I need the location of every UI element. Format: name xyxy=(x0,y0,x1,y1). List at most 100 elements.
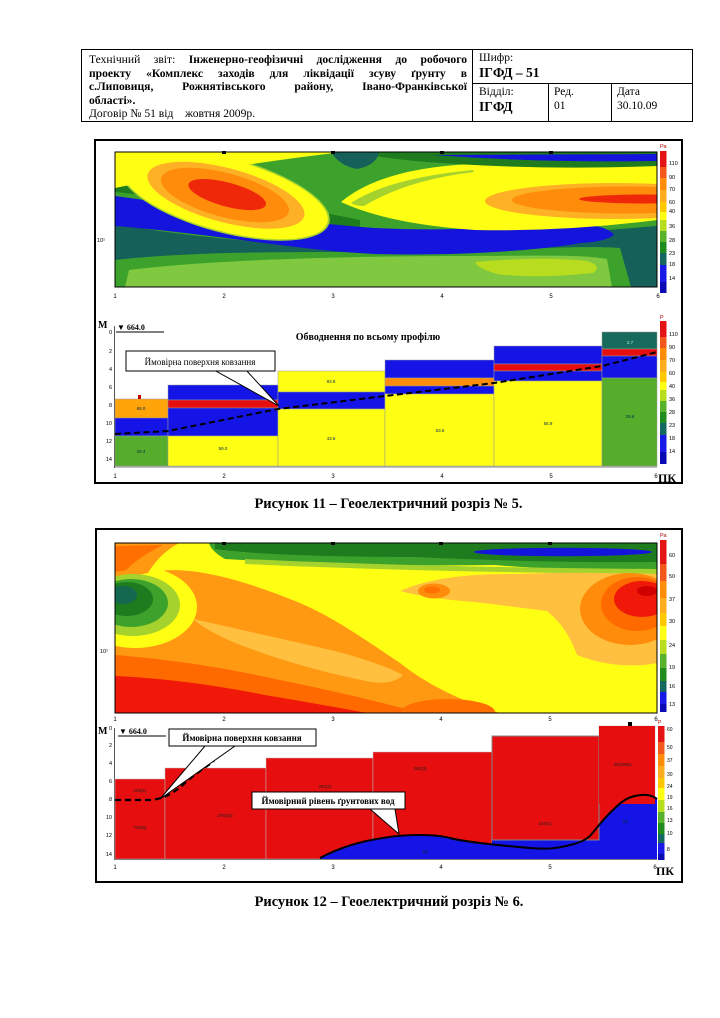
svg-text:10¹: 10¹ xyxy=(100,649,108,655)
svg-text:2: 2 xyxy=(222,717,226,723)
svg-text:3: 3 xyxy=(331,294,335,300)
svg-text:23: 23 xyxy=(669,251,675,257)
svg-text:Ра: Ра xyxy=(660,533,667,539)
svg-text:14: 14 xyxy=(669,276,675,282)
svg-text:18: 18 xyxy=(669,436,675,442)
svg-text:4: 4 xyxy=(439,717,443,723)
svg-text:6: 6 xyxy=(109,385,112,391)
svg-text:▼ 664.0: ▼ 664.0 xyxy=(117,323,145,332)
svg-text:60: 60 xyxy=(669,371,675,377)
svg-text:4: 4 xyxy=(109,761,112,767)
svg-text:2: 2 xyxy=(222,294,226,300)
svg-text:13: 13 xyxy=(669,702,675,708)
svg-text:30: 30 xyxy=(669,619,675,625)
svg-text:110: 110 xyxy=(669,332,678,338)
svg-text:16: 16 xyxy=(667,806,673,812)
svg-text:4: 4 xyxy=(440,294,444,300)
svg-text:16: 16 xyxy=(422,849,428,854)
svg-text:53.6: 53.6 xyxy=(436,428,445,433)
svg-text:12: 12 xyxy=(106,439,112,445)
svg-text:М: М xyxy=(98,726,108,737)
svg-text:28: 28 xyxy=(669,238,675,244)
svg-text:70: 70 xyxy=(669,187,675,193)
svg-text:65.0: 65.0 xyxy=(137,406,146,411)
svg-text:1: 1 xyxy=(113,294,117,300)
svg-text:90: 90 xyxy=(669,345,675,351)
svg-text:70: 70 xyxy=(669,358,675,364)
svg-text:292(2): 292(2) xyxy=(318,784,332,789)
svg-text:5: 5 xyxy=(548,717,552,723)
svg-text:90: 90 xyxy=(669,175,675,181)
svg-text:37: 37 xyxy=(667,758,673,764)
svg-text:60: 60 xyxy=(669,200,675,206)
svg-text:29.6: 29.6 xyxy=(626,414,635,419)
svg-text:2: 2 xyxy=(222,865,226,871)
svg-text:8: 8 xyxy=(109,797,112,803)
svg-text:3: 3 xyxy=(331,717,335,723)
svg-text:0: 0 xyxy=(109,330,112,336)
svg-text:2: 2 xyxy=(109,349,112,355)
svg-text:Обводнення по всьому профілю: Обводнення по всьому профілю xyxy=(296,332,441,343)
svg-text:110: 110 xyxy=(669,161,678,167)
svg-text:Ймовірна поверхня ковзання: Ймовірна поверхня ковзання xyxy=(145,357,256,367)
svg-text:16: 16 xyxy=(669,684,675,690)
svg-text:10: 10 xyxy=(106,421,112,427)
svg-text:37: 37 xyxy=(669,597,675,603)
svg-text:Р: Р xyxy=(660,315,664,321)
svg-text:50: 50 xyxy=(667,745,673,751)
svg-text:59.0: 59.0 xyxy=(219,446,228,451)
svg-text:28: 28 xyxy=(669,410,675,416)
svg-text:▼ 664.0: ▼ 664.0 xyxy=(119,727,147,736)
svg-text:19: 19 xyxy=(622,819,628,824)
svg-text:93.8: 93.8 xyxy=(327,379,336,384)
svg-text:43.8: 43.8 xyxy=(327,436,336,441)
svg-text:30: 30 xyxy=(667,772,673,778)
svg-text:10: 10 xyxy=(667,831,673,837)
svg-text:1: 1 xyxy=(113,717,117,723)
svg-text:90(295)1: 90(295)1 xyxy=(614,762,633,767)
svg-text:4: 4 xyxy=(439,865,443,871)
svg-text:12: 12 xyxy=(106,833,112,839)
svg-text:2: 2 xyxy=(222,474,226,480)
svg-text:13: 13 xyxy=(667,818,673,824)
svg-text:192(1): 192(1) xyxy=(133,788,147,793)
svg-text:292(3): 292(3) xyxy=(413,766,427,771)
svg-text:14: 14 xyxy=(106,457,112,463)
svg-text:ПК: ПК xyxy=(656,864,674,878)
svg-text:3: 3 xyxy=(331,474,335,480)
svg-text:5: 5 xyxy=(549,474,553,480)
svg-text:24: 24 xyxy=(667,784,673,790)
svg-text:746(5): 746(5) xyxy=(133,825,147,830)
svg-text:3: 3 xyxy=(331,865,335,871)
svg-text:Р: Р xyxy=(658,720,662,726)
svg-text:4: 4 xyxy=(109,367,112,373)
svg-text:60: 60 xyxy=(669,553,675,559)
svg-text:5: 5 xyxy=(548,865,552,871)
svg-text:8: 8 xyxy=(109,403,112,409)
svg-text:8: 8 xyxy=(667,847,670,853)
svg-text:14: 14 xyxy=(669,449,675,455)
svg-text:24: 24 xyxy=(669,643,675,649)
svg-text:36: 36 xyxy=(669,397,675,403)
svg-text:36: 36 xyxy=(669,224,675,230)
svg-text:2.7: 2.7 xyxy=(627,340,634,345)
svg-text:1: 1 xyxy=(113,474,117,480)
svg-text:14(9)1: 14(9)1 xyxy=(538,821,552,826)
svg-text:50: 50 xyxy=(669,574,675,580)
svg-text:6: 6 xyxy=(656,294,660,300)
svg-text:40: 40 xyxy=(669,209,675,215)
svg-text:14: 14 xyxy=(106,852,112,858)
svg-text:19: 19 xyxy=(669,665,675,671)
svg-text:55.9: 55.9 xyxy=(544,421,553,426)
svg-text:23: 23 xyxy=(669,423,675,429)
svg-text:Ра: Ра xyxy=(660,144,667,150)
svg-text:1: 1 xyxy=(113,865,117,871)
svg-text:4: 4 xyxy=(440,474,444,480)
svg-text:19: 19 xyxy=(667,795,673,801)
svg-text:2: 2 xyxy=(109,743,112,749)
svg-text:0: 0 xyxy=(109,726,112,732)
svg-text:18: 18 xyxy=(669,262,675,268)
svg-text:278(2)4: 278(2)4 xyxy=(217,813,233,818)
svg-text:10¹: 10¹ xyxy=(97,238,105,244)
svg-text:6: 6 xyxy=(653,865,657,871)
